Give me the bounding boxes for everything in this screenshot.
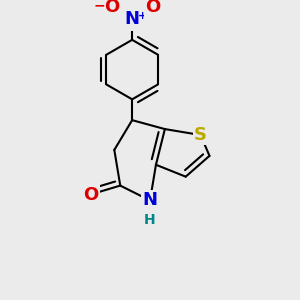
Text: O: O (145, 0, 160, 16)
Text: N: N (142, 191, 158, 209)
Text: +: + (138, 11, 147, 21)
Text: N: N (125, 10, 140, 28)
Text: −: − (94, 0, 105, 13)
Text: S: S (194, 126, 207, 144)
Text: H: H (144, 213, 156, 227)
Text: O: O (104, 0, 119, 16)
Text: O: O (83, 185, 98, 203)
